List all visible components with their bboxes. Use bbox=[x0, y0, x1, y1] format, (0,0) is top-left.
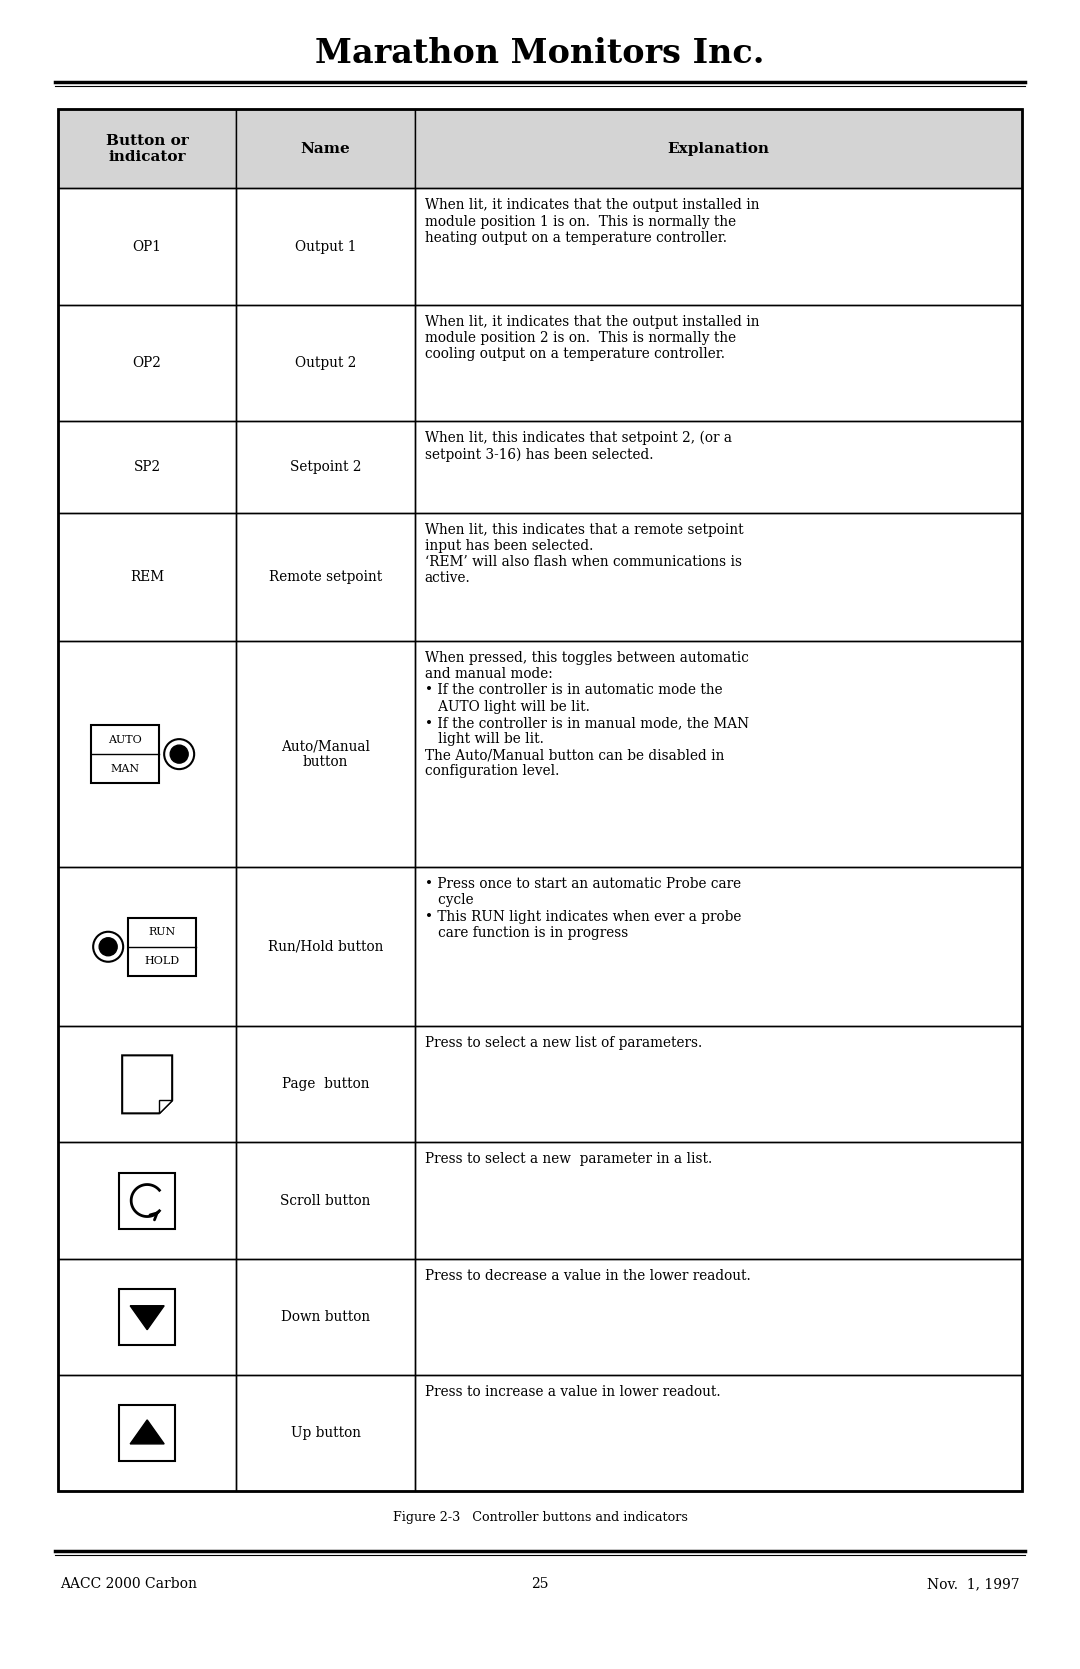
Text: Down button: Down button bbox=[281, 1310, 370, 1324]
Text: AACC 2000 Carbon: AACC 2000 Carbon bbox=[60, 1577, 197, 1591]
Text: Page  button: Page button bbox=[282, 1078, 369, 1092]
Text: Press to increase a value in lower readout.: Press to increase a value in lower reado… bbox=[424, 1385, 720, 1399]
Bar bbox=[237, 1143, 415, 1258]
Polygon shape bbox=[122, 1055, 172, 1113]
Polygon shape bbox=[131, 1305, 164, 1330]
Circle shape bbox=[164, 739, 194, 769]
Bar bbox=[129, 918, 197, 976]
Bar bbox=[58, 1143, 237, 1258]
Text: When lit, it indicates that the output installed in
module position 2 is on.  Th: When lit, it indicates that the output i… bbox=[424, 315, 759, 361]
Text: When pressed, this toggles between automatic
and manual mode:
• If the controlle: When pressed, this toggles between autom… bbox=[424, 651, 748, 778]
Text: Run/Hold button: Run/Hold button bbox=[268, 940, 383, 953]
Bar bbox=[237, 512, 415, 641]
Text: Press to select a new list of parameters.: Press to select a new list of parameters… bbox=[424, 1036, 702, 1050]
Bar bbox=[237, 108, 415, 189]
Text: MAN: MAN bbox=[110, 764, 139, 774]
Bar bbox=[237, 641, 415, 868]
Text: HOLD: HOLD bbox=[145, 956, 179, 966]
Text: Setpoint 2: Setpoint 2 bbox=[289, 459, 361, 474]
Bar bbox=[415, 512, 1022, 641]
Text: Press to decrease a value in the lower readout.: Press to decrease a value in the lower r… bbox=[424, 1268, 751, 1283]
Text: OP2: OP2 bbox=[133, 355, 162, 371]
Bar bbox=[58, 868, 237, 1026]
Bar bbox=[119, 1288, 175, 1345]
Bar bbox=[237, 108, 415, 189]
Bar bbox=[415, 641, 1022, 868]
Bar bbox=[91, 724, 159, 783]
Text: When lit, this indicates that setpoint 2, (or a
setpoint 3-16) has been selected: When lit, this indicates that setpoint 2… bbox=[424, 431, 731, 462]
Bar bbox=[415, 1143, 1022, 1258]
Bar bbox=[415, 1026, 1022, 1143]
Bar bbox=[415, 1375, 1022, 1490]
Text: AUTO: AUTO bbox=[108, 734, 143, 744]
Bar bbox=[58, 1258, 237, 1375]
Text: Name: Name bbox=[300, 142, 350, 155]
Text: Button or
indicator: Button or indicator bbox=[106, 134, 189, 164]
Text: • Press once to start an automatic Probe care
   cycle
• This RUN light indicate: • Press once to start an automatic Probe… bbox=[424, 878, 741, 940]
Bar bbox=[237, 868, 415, 1026]
Text: REM: REM bbox=[130, 569, 164, 584]
Text: Output 1: Output 1 bbox=[295, 240, 356, 254]
Text: RUN: RUN bbox=[149, 928, 176, 938]
Text: OP1: OP1 bbox=[133, 240, 162, 254]
Circle shape bbox=[93, 931, 123, 961]
Text: Nov.  1, 1997: Nov. 1, 1997 bbox=[928, 1577, 1020, 1591]
Text: Figure 2-3   Controller buttons and indicators: Figure 2-3 Controller buttons and indica… bbox=[392, 1510, 688, 1524]
Circle shape bbox=[99, 938, 117, 956]
Bar bbox=[415, 108, 1022, 189]
Text: Marathon Monitors Inc.: Marathon Monitors Inc. bbox=[315, 37, 765, 70]
Bar bbox=[58, 108, 237, 189]
Bar bbox=[415, 108, 1022, 189]
Text: Scroll button: Scroll button bbox=[281, 1193, 370, 1208]
Bar bbox=[415, 868, 1022, 1026]
Bar bbox=[237, 1026, 415, 1143]
Bar bbox=[415, 305, 1022, 421]
Bar bbox=[237, 1258, 415, 1375]
Bar bbox=[415, 189, 1022, 305]
Text: When lit, it indicates that the output installed in
module position 1 is on.  Th: When lit, it indicates that the output i… bbox=[424, 199, 759, 245]
Text: Remote setpoint: Remote setpoint bbox=[269, 569, 382, 584]
Text: Output 2: Output 2 bbox=[295, 355, 356, 371]
Polygon shape bbox=[131, 1420, 164, 1444]
Bar bbox=[58, 305, 237, 421]
Text: SP2: SP2 bbox=[134, 459, 161, 474]
Text: Explanation: Explanation bbox=[667, 142, 769, 155]
Bar bbox=[237, 421, 415, 512]
Bar bbox=[119, 1173, 175, 1228]
Text: When lit, this indicates that a remote setpoint
input has been selected.
‘REM’ w: When lit, this indicates that a remote s… bbox=[424, 522, 743, 586]
Bar bbox=[58, 189, 237, 305]
Bar bbox=[58, 1026, 237, 1143]
Polygon shape bbox=[159, 1100, 172, 1113]
Circle shape bbox=[171, 744, 188, 763]
Bar bbox=[58, 108, 237, 189]
Text: Press to select a new  parameter in a list.: Press to select a new parameter in a lis… bbox=[424, 1152, 712, 1167]
Text: 25: 25 bbox=[531, 1577, 549, 1591]
Bar bbox=[58, 512, 237, 641]
Text: Up button: Up button bbox=[291, 1425, 361, 1440]
Bar bbox=[415, 421, 1022, 512]
Bar bbox=[58, 108, 1022, 1490]
Bar bbox=[58, 1375, 237, 1490]
Bar bbox=[119, 1405, 175, 1460]
Bar bbox=[415, 1258, 1022, 1375]
Bar bbox=[237, 1375, 415, 1490]
Bar bbox=[237, 189, 415, 305]
Text: Auto/Manual
button: Auto/Manual button bbox=[281, 739, 370, 769]
Bar bbox=[237, 305, 415, 421]
Bar bbox=[58, 421, 237, 512]
Bar bbox=[58, 641, 237, 868]
